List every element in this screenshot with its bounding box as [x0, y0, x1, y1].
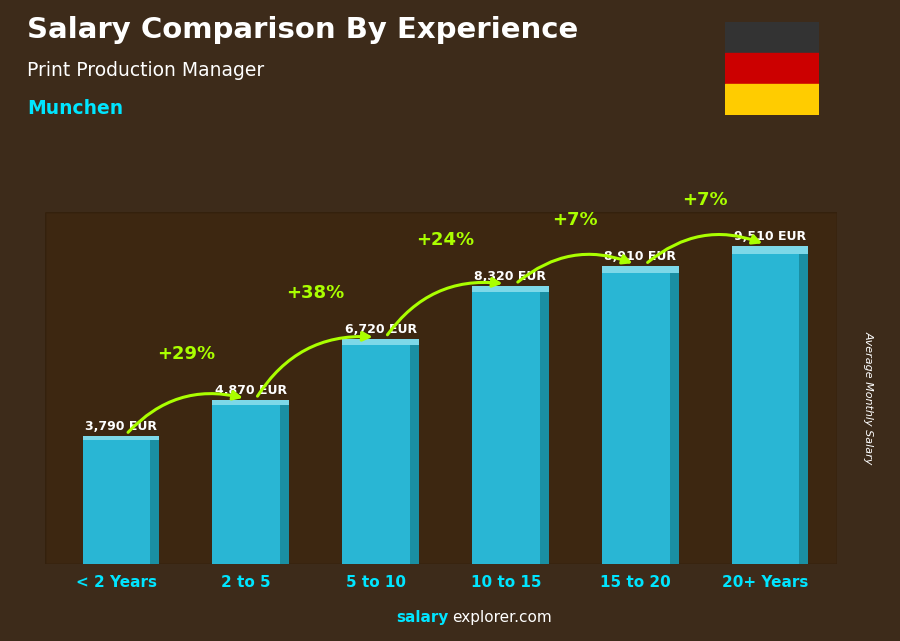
Text: 8,320 EUR: 8,320 EUR — [474, 270, 546, 283]
Text: +7%: +7% — [682, 191, 728, 209]
Text: Print Production Manager: Print Production Manager — [27, 61, 265, 80]
Bar — [212, 405, 280, 564]
Text: Munchen: Munchen — [27, 99, 123, 119]
Text: +24%: +24% — [417, 231, 474, 249]
Bar — [724, 22, 819, 53]
Bar — [799, 254, 808, 564]
Bar — [342, 339, 418, 345]
Text: Salary Comparison By Experience: Salary Comparison By Experience — [27, 16, 578, 44]
Text: +29%: +29% — [157, 345, 215, 363]
Text: 3,790 EUR: 3,790 EUR — [85, 420, 157, 433]
Bar — [602, 266, 679, 273]
Bar — [724, 85, 819, 115]
Bar — [472, 286, 549, 292]
Text: Average Monthly Salary: Average Monthly Salary — [863, 331, 874, 464]
Bar — [280, 405, 289, 564]
Bar — [540, 292, 549, 564]
Bar — [45, 212, 837, 564]
Bar — [472, 292, 540, 564]
Text: explorer.com: explorer.com — [452, 610, 552, 625]
Bar — [83, 440, 150, 564]
Bar — [724, 53, 819, 85]
Text: 8,910 EUR: 8,910 EUR — [604, 250, 676, 263]
Text: salary: salary — [396, 610, 448, 625]
Text: 4,870 EUR: 4,870 EUR — [215, 385, 287, 397]
Bar — [602, 273, 670, 564]
Text: 6,720 EUR: 6,720 EUR — [345, 323, 417, 336]
Text: 9,510 EUR: 9,510 EUR — [734, 230, 806, 244]
Bar — [342, 345, 410, 564]
Bar — [83, 436, 159, 440]
Bar — [732, 254, 799, 564]
Bar — [732, 246, 808, 254]
Bar — [670, 273, 679, 564]
Bar — [212, 400, 289, 405]
Bar — [150, 440, 159, 564]
Text: +7%: +7% — [553, 211, 599, 229]
Text: +38%: +38% — [286, 284, 345, 302]
Bar — [410, 345, 418, 564]
